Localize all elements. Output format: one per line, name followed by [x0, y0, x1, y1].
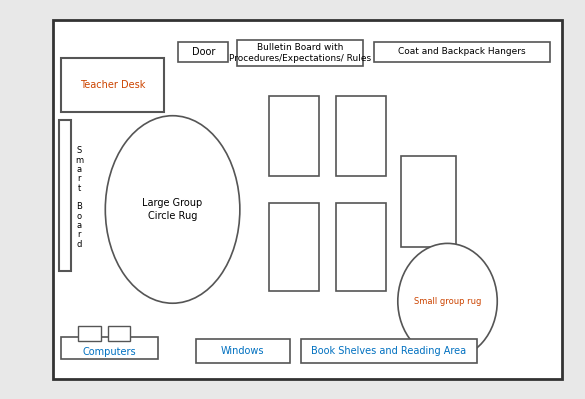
FancyBboxPatch shape: [61, 58, 164, 112]
FancyBboxPatch shape: [78, 326, 101, 341]
FancyBboxPatch shape: [178, 42, 228, 62]
FancyBboxPatch shape: [53, 20, 562, 379]
Text: S
m
a
r
t
 
B
o
a
r
d: S m a r t B o a r d: [75, 146, 83, 249]
FancyBboxPatch shape: [301, 339, 477, 363]
FancyBboxPatch shape: [269, 203, 319, 291]
FancyBboxPatch shape: [336, 96, 386, 176]
FancyBboxPatch shape: [336, 203, 386, 291]
FancyBboxPatch shape: [401, 156, 456, 247]
Text: Large Group
Circle Rug: Large Group Circle Rug: [143, 198, 202, 221]
FancyBboxPatch shape: [108, 326, 130, 341]
Text: Coat and Backpack Hangers: Coat and Backpack Hangers: [398, 47, 526, 56]
Ellipse shape: [398, 243, 497, 359]
Text: Teacher Desk: Teacher Desk: [80, 80, 145, 90]
FancyBboxPatch shape: [269, 96, 319, 176]
FancyBboxPatch shape: [374, 42, 550, 62]
FancyBboxPatch shape: [196, 339, 290, 363]
Text: Door: Door: [192, 47, 215, 57]
Text: Small group rug: Small group rug: [414, 297, 481, 306]
Ellipse shape: [105, 116, 240, 303]
FancyBboxPatch shape: [58, 120, 71, 271]
Text: Book Shelves and Reading Area: Book Shelves and Reading Area: [311, 346, 467, 356]
Text: Windows: Windows: [221, 346, 264, 356]
Text: Computers: Computers: [83, 347, 136, 357]
FancyBboxPatch shape: [61, 337, 158, 359]
Text: Bulletin Board with
Procedures/Expectations/ Rules: Bulletin Board with Procedures/Expectati…: [229, 43, 371, 63]
FancyBboxPatch shape: [237, 40, 363, 66]
